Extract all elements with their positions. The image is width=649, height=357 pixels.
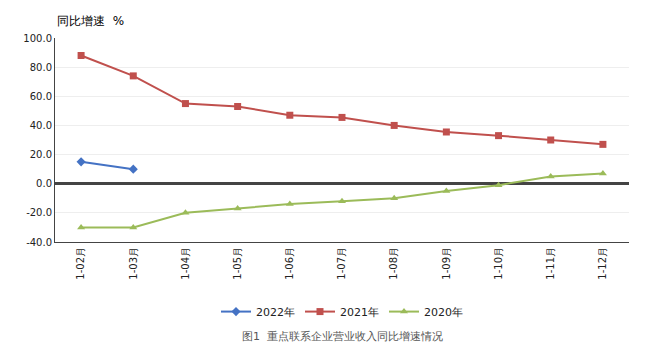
svg-text:60.0: 60.0: [30, 91, 52, 102]
svg-text:图1 重点联系企业营业收入同比增速情况: 图1 重点联系企业营业收入同比增速情况: [242, 330, 443, 343]
svg-text:-40.0: -40.0: [26, 237, 52, 248]
svg-text:1-03月: 1-03月: [128, 247, 139, 280]
svg-text:同比增速 %: 同比增速 %: [57, 14, 124, 28]
svg-text:1-06月: 1-06月: [284, 247, 295, 280]
svg-text:1-12月: 1-12月: [597, 247, 608, 280]
svg-text:80.0: 80.0: [30, 62, 52, 73]
svg-text:0.0: 0.0: [36, 178, 52, 189]
svg-text:1-07月: 1-07月: [336, 247, 347, 280]
svg-text:-20.0: -20.0: [26, 207, 52, 218]
svg-text:1-11月: 1-11月: [545, 247, 556, 280]
svg-text:1-10月: 1-10月: [493, 247, 504, 280]
svg-text:1-08月: 1-08月: [388, 247, 399, 280]
svg-text:1-04月: 1-04月: [180, 247, 191, 280]
svg-text:1-05月: 1-05月: [232, 247, 243, 280]
svg-text:2021年: 2021年: [340, 306, 379, 319]
svg-text:20.0: 20.0: [30, 149, 52, 160]
svg-text:2022年: 2022年: [256, 306, 295, 319]
svg-text:40.0: 40.0: [30, 120, 52, 131]
svg-text:100.0: 100.0: [23, 33, 52, 44]
svg-text:1-09月: 1-09月: [441, 247, 452, 280]
svg-text:1-02月: 1-02月: [75, 247, 86, 280]
svg-text:2020年: 2020年: [424, 306, 463, 319]
